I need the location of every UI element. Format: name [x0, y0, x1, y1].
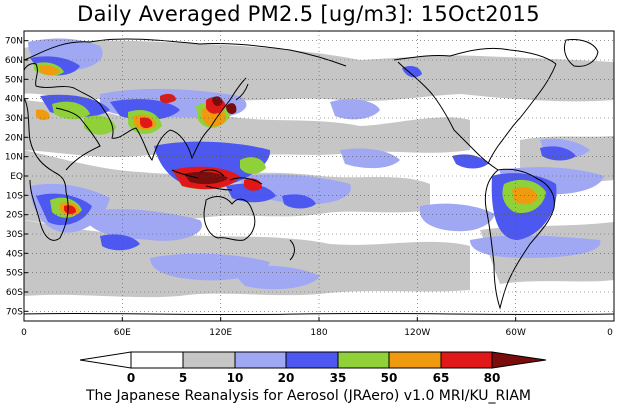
colorbar-segment-4: [285, 351, 339, 369]
pm25-band-80-plus: [184, 96, 237, 185]
colorbar-label: 0: [127, 371, 135, 385]
colorbar-segment-3: [234, 351, 287, 369]
colorbar-legend: 0 5 10 20 35 50 65 80: [79, 351, 547, 385]
colorbar-label: 35: [330, 371, 347, 385]
data-credit: The Japanese Reanalysis for Aerosol (JRA…: [85, 388, 532, 404]
colorbar-label: 5: [179, 371, 187, 385]
lat-label: 70N: [5, 37, 23, 47]
coastlines: [24, 38, 614, 316]
lat-label: 20S: [6, 211, 23, 221]
colorbar-segment-2: [182, 351, 236, 369]
lat-label: 60N: [5, 56, 23, 66]
lat-label: 50N: [5, 75, 23, 85]
colorbar-segment-6: [388, 351, 442, 369]
lat-label: 50S: [6, 269, 23, 279]
axis-ticks: [24, 40, 517, 321]
lon-labels: 0 60E 120E 180 120W 60W 0: [21, 328, 613, 338]
colorbar-label: 20: [278, 371, 295, 385]
lat-label: 20N: [5, 133, 23, 143]
lat-label: 40N: [5, 95, 23, 105]
lat-label: 30S: [6, 230, 23, 240]
colorbar-segment-1: [130, 351, 184, 369]
lon-label: 60E: [114, 328, 131, 338]
colorbar-label: 50: [381, 371, 398, 385]
map-grid: [24, 31, 614, 321]
lon-label: 0: [21, 328, 27, 338]
lon-label: 0: [607, 328, 613, 338]
lon-label: 180: [310, 328, 327, 338]
colorbar-segment-7: [440, 351, 493, 369]
colorbar-label: 65: [433, 371, 450, 385]
lat-label: 70S: [6, 307, 23, 317]
colorbar-segment-8: [491, 351, 547, 369]
pm25-field: [24, 38, 614, 316]
map-title: Daily Averaged PM2.5 [ug/m3]: 15Oct2015: [77, 2, 540, 26]
lat-label: 10N: [5, 153, 23, 163]
colorbar-label: 10: [227, 371, 244, 385]
lat-label: 30N: [5, 114, 23, 124]
colorbar-segment-0: [79, 351, 132, 369]
lon-label: 120E: [209, 328, 232, 338]
lat-label: 60S: [6, 288, 23, 298]
lat-label: 40S: [6, 249, 23, 259]
lon-label: 60W: [506, 328, 526, 338]
lon-label: 120W: [404, 328, 430, 338]
lat-label: EQ: [10, 172, 23, 182]
lat-label: 10S: [6, 191, 23, 201]
colorbar-label: 80: [484, 371, 501, 385]
colorbar-segment-5: [337, 351, 390, 369]
colorbar-labels: 0 5 10 20 35 50 65 80: [127, 371, 501, 385]
lat-labels: 70N 60N 50N 40N 30N 20N 10N EQ 10S 20S 3…: [5, 37, 23, 318]
